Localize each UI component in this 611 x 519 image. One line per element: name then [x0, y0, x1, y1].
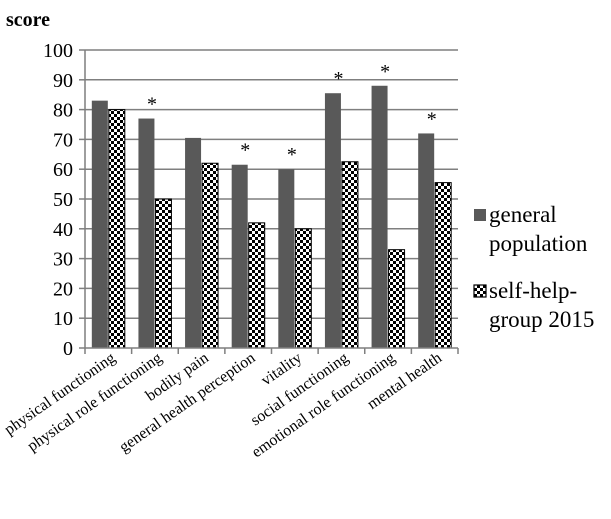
- legend-label: self-help-: [489, 278, 577, 303]
- significance-star: *: [147, 94, 157, 116]
- bar-general-population: [91, 100, 108, 348]
- y-axis-title: score: [6, 9, 50, 31]
- bar-general-population: [324, 93, 341, 349]
- significance-star: *: [287, 144, 297, 166]
- y-tick-label: 100: [43, 40, 73, 62]
- y-tick-label: 20: [53, 278, 73, 300]
- bar-self-help-group: [154, 198, 172, 349]
- y-tick-label: 30: [53, 249, 73, 271]
- bar-self-help-group: [201, 162, 219, 349]
- legend-swatch-self-help-group: [473, 284, 487, 298]
- bar-general-population: [418, 133, 435, 348]
- bar-self-help-group: [388, 249, 406, 349]
- bar-self-help-group: [108, 109, 126, 349]
- bar-self-help-group: [341, 161, 359, 349]
- bar-general-population: [185, 137, 202, 348]
- significance-star: *: [427, 108, 437, 130]
- y-tick-label: 40: [53, 219, 73, 241]
- y-tick-label: 90: [53, 70, 73, 92]
- bars: [91, 85, 452, 349]
- bar-self-help-group: [434, 182, 452, 349]
- bar-general-population: [278, 169, 295, 348]
- legend-label: population: [489, 231, 588, 256]
- y-tick-label: 70: [53, 129, 73, 151]
- significance-star: *: [240, 140, 250, 162]
- bar-general-population: [371, 85, 388, 348]
- legend-label: group 2015: [489, 307, 594, 332]
- y-tick-label: 60: [53, 159, 73, 181]
- legend: general population self-help-group 2015: [473, 202, 594, 332]
- axes: [84, 50, 459, 354]
- bar-general-population: [231, 164, 248, 348]
- significance-markers: * * * * * *: [147, 61, 437, 166]
- y-tick-labels: 0 10 20 30 40 50 60 70 80 90 100: [43, 40, 73, 360]
- significance-star: *: [380, 61, 390, 83]
- y-tick-label: 0: [63, 338, 73, 360]
- bar-self-help-group: [248, 222, 266, 349]
- bar-self-help-group: [294, 228, 312, 349]
- y-tick-label: 80: [53, 100, 73, 122]
- legend-label: general: [489, 202, 557, 227]
- significance-star: *: [333, 68, 343, 90]
- y-tick-label: 10: [53, 308, 73, 330]
- legend-swatch-general-population: [474, 209, 486, 221]
- bar-general-population: [138, 118, 155, 348]
- y-tick-label: 50: [53, 189, 73, 211]
